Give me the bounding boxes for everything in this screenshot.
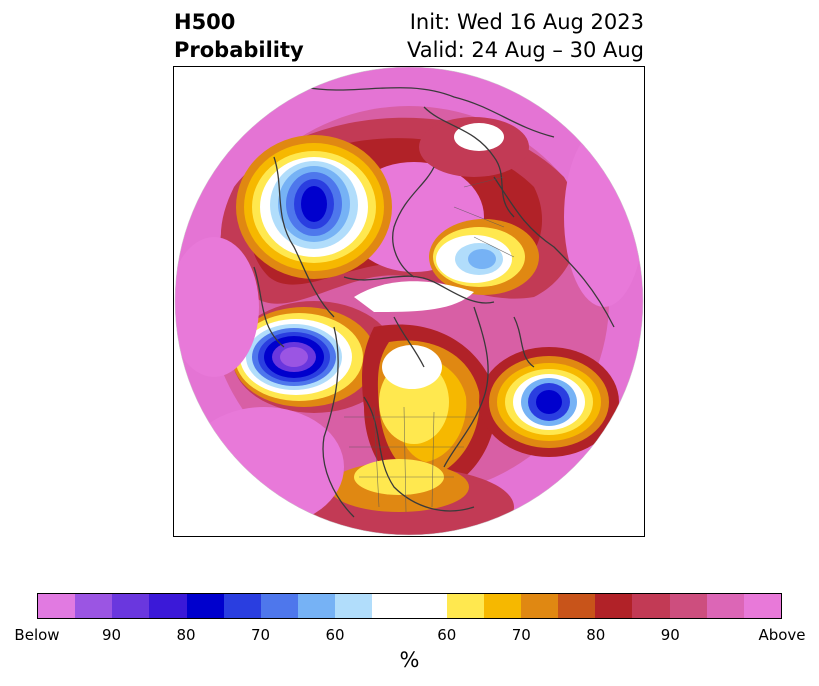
colorbar-tick-label: 90 <box>101 626 122 644</box>
colorbar-swatch <box>260 594 299 618</box>
colorbar-tick-label: 70 <box>250 626 271 644</box>
colorbar-swatch <box>186 594 224 618</box>
colorbar-swatch <box>223 594 261 618</box>
colorbar-tick-label: 90 <box>660 626 680 644</box>
colorbar-swatch <box>372 594 447 618</box>
init-time: Init: Wed 16 Aug 2023 <box>409 10 644 34</box>
colorbar-swatch <box>558 594 596 618</box>
title-block-right: Init: Wed 16 Aug 2023 Valid: 24 Aug – 30… <box>407 8 644 64</box>
colorbar-tick-label: Above <box>758 626 806 644</box>
colorbar-swatch <box>595 594 633 618</box>
colorbar-swatch <box>743 594 782 618</box>
variable-title: H500 <box>174 10 236 34</box>
colorbar-swatch <box>521 594 559 618</box>
colorbar-swatch <box>669 594 707 618</box>
map-panel <box>173 66 645 537</box>
colorbar-label: % <box>399 648 420 672</box>
colorbar-tick-label: 60 <box>437 626 457 644</box>
colorbar-swatch <box>112 594 150 618</box>
colorbar-swatch <box>298 594 336 618</box>
colorbar-tick-label: 70 <box>511 626 531 644</box>
colorbar-tick-label: 60 <box>325 626 345 644</box>
colorbar-swatch <box>483 594 522 618</box>
colorbar-ticks: Below 90 80 70 60 60 70 80 90 Above <box>0 626 819 646</box>
colorbar-swatch <box>149 594 187 618</box>
colorbar-tick-label: 80 <box>586 626 606 644</box>
colorbar-swatch <box>335 594 373 618</box>
colorbar-swatch <box>632 594 670 618</box>
colorbar-swatch <box>38 594 76 618</box>
colorbar-tick-label: Below <box>14 626 60 644</box>
valid-period: Valid: 24 Aug – 30 Aug <box>406 38 644 62</box>
colorbar <box>37 593 782 619</box>
probability-map <box>174 67 644 536</box>
colorbar-swatch <box>75 594 113 618</box>
title-block-left: H500 Probability <box>174 8 304 64</box>
variable-subtitle: Probability <box>174 38 304 62</box>
colorbar-swatch <box>446 594 484 618</box>
colorbar-swatch <box>706 594 744 618</box>
colorbar-tick-label: 80 <box>176 626 196 644</box>
coastlines <box>253 86 615 518</box>
